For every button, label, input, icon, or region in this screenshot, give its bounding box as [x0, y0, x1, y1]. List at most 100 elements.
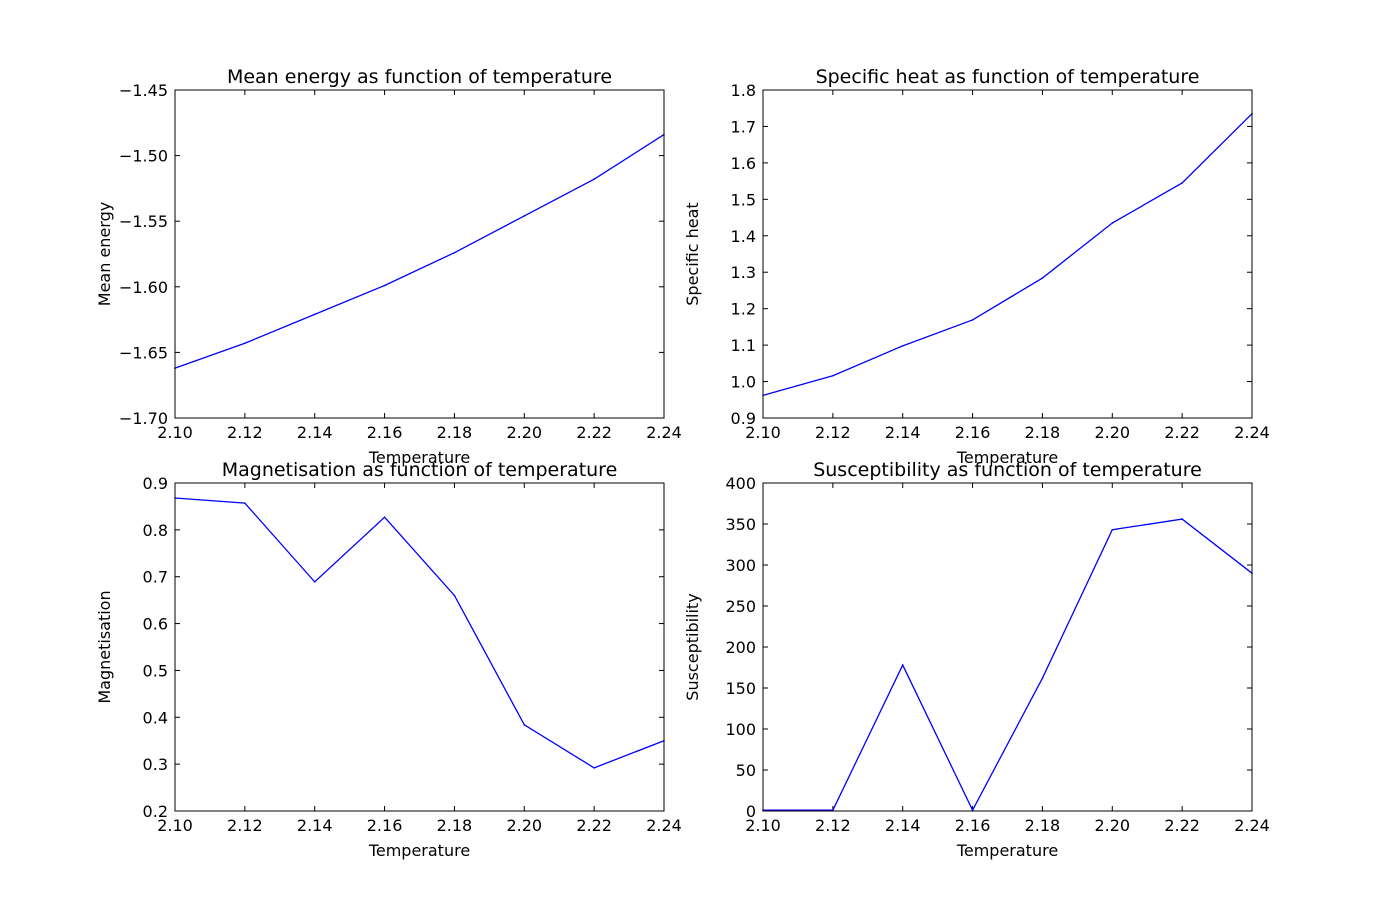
specific-heat-data-point [1111, 222, 1114, 224]
x-tick-label: 2.18 [1025, 816, 1061, 835]
magnetisation-data-point [383, 516, 386, 519]
specific-heat-data-point [832, 374, 834, 377]
mean-energy-data-point [313, 313, 316, 316]
mean-energy-x-axis-label: Temperature [368, 448, 470, 467]
magnetisation-data-point [313, 581, 316, 583]
x-tick-label: 2.16 [955, 423, 991, 442]
susceptibility-x-axis-label: Temperature [956, 841, 1058, 860]
magnetisation-series-line [174, 497, 665, 769]
x-tick-label: 2.14 [885, 816, 921, 835]
x-tick-label: 2.12 [227, 423, 263, 442]
susceptibility-data-point [901, 664, 904, 666]
x-tick-label: 2.22 [1164, 423, 1200, 442]
y-tick-label: 1.7 [731, 117, 756, 136]
susceptibility-y-axis-label: Susceptibility [683, 593, 702, 700]
specific-heat-chart: Specific heat as function of temperature… [683, 66, 1270, 467]
y-tick-label: −1.60 [119, 278, 168, 297]
y-tick-label: 250 [725, 597, 756, 616]
susceptibility-chart: Susceptibility as function of temperatur… [683, 459, 1270, 860]
x-tick-label: 2.12 [815, 816, 851, 835]
magnetisation-data-point [523, 723, 526, 726]
x-tick-label: 2.22 [1164, 816, 1200, 835]
mean-energy-data-point [383, 284, 386, 287]
specific-heat-data-point [901, 345, 904, 347]
magnetisation-data-point [453, 594, 456, 597]
x-tick-label: 2.20 [1094, 423, 1130, 442]
y-tick-label: 1.4 [731, 227, 756, 246]
mean-energy-chart: Mean energy as function of temperature 2.… [95, 66, 682, 467]
specific-heat-series-line [762, 113, 1253, 397]
x-tick-label: 2.10 [157, 423, 193, 442]
mean-energy-axes-frame [174, 89, 665, 419]
mean-energy-data-point [244, 342, 246, 345]
x-tick-label: 2.18 [437, 816, 473, 835]
specific-heat-axes-frame [762, 89, 1253, 419]
x-tick-label: 2.24 [646, 423, 682, 442]
specific-heat-x-axis-label: Temperature [956, 448, 1058, 467]
y-tick-label: 1.1 [731, 336, 756, 355]
x-tick-label: 2.14 [885, 423, 921, 442]
y-tick-label: 1.0 [731, 373, 756, 392]
y-tick-label: 0 [746, 802, 756, 821]
x-tick-label: 2.12 [815, 423, 851, 442]
y-tick-label: 300 [725, 556, 756, 575]
x-tick-label: 2.10 [157, 816, 193, 835]
y-tick-label: 200 [725, 638, 756, 657]
x-tick-label: 2.14 [297, 816, 333, 835]
y-tick-label: −1.45 [119, 81, 168, 100]
y-tick-label: 1.6 [731, 154, 756, 173]
y-tick-label: 0.7 [143, 568, 168, 587]
magnetisation-data-point [593, 767, 595, 769]
x-tick-label: 2.16 [955, 816, 991, 835]
susceptibility-data-point [1111, 528, 1114, 531]
y-tick-label: −1.55 [119, 212, 168, 231]
y-tick-label: 400 [725, 474, 756, 493]
x-tick-label: 2.18 [1025, 423, 1061, 442]
specific-heat-data-point [1181, 182, 1183, 184]
y-tick-label: 0.5 [143, 661, 168, 680]
x-tick-label: 2.14 [297, 423, 333, 442]
susceptibility-axes-frame [762, 482, 1253, 812]
magnetisation-y-axis-label: Magnetisation [95, 590, 114, 703]
y-tick-label: 0.2 [143, 802, 168, 821]
y-tick-label: −1.50 [119, 147, 168, 166]
mean-energy-data-point [593, 178, 595, 181]
y-tick-label: −1.65 [119, 343, 168, 362]
x-tick-label: 2.24 [1234, 423, 1270, 442]
y-tick-label: 0.4 [143, 708, 168, 727]
specific-heat-data-point [1041, 277, 1044, 279]
x-tick-label: 2.18 [437, 423, 473, 442]
x-tick-label: 2.22 [576, 816, 612, 835]
y-tick-label: 1.3 [731, 263, 756, 282]
susceptibility-title: Susceptibility as function of temperatur… [813, 459, 1202, 481]
mean-energy-title: Mean energy as function of temperature [227, 66, 612, 88]
magnetisation-data-point [244, 502, 246, 504]
x-tick-label: 2.10 [745, 816, 781, 835]
x-tick-label: 2.10 [745, 423, 781, 442]
y-tick-label: 100 [725, 720, 756, 739]
y-tick-label: 50 [736, 761, 756, 780]
y-tick-label: 1.5 [731, 190, 756, 209]
specific-heat-title: Specific heat as function of temperature [816, 66, 1200, 88]
y-tick-label: −1.70 [119, 409, 168, 428]
susceptibility-series-line [763, 518, 1253, 812]
mean-energy-data-point [523, 215, 526, 217]
mean-energy-data-point [453, 251, 456, 254]
magnetisation-chart: Magnetisation as function of temperature… [95, 459, 682, 860]
y-tick-label: 1.2 [731, 300, 756, 319]
y-tick-label: 0.8 [143, 521, 168, 540]
x-tick-label: 2.20 [506, 816, 542, 835]
susceptibility-data-point [1041, 677, 1044, 679]
y-tick-label: 0.6 [143, 615, 168, 634]
magnetisation-axes-frame [174, 482, 665, 812]
susceptibility-data-point [1181, 518, 1183, 520]
y-tick-label: 150 [725, 679, 756, 698]
y-tick-label: 0.3 [143, 755, 168, 774]
magnetisation-title: Magnetisation as function of temperature [222, 459, 618, 481]
x-tick-label: 2.24 [646, 816, 682, 835]
x-tick-label: 2.12 [227, 816, 263, 835]
mean-energy-y-axis-label: Mean energy [95, 202, 114, 306]
x-tick-label: 2.16 [367, 816, 403, 835]
y-tick-label: 1.8 [731, 81, 756, 100]
